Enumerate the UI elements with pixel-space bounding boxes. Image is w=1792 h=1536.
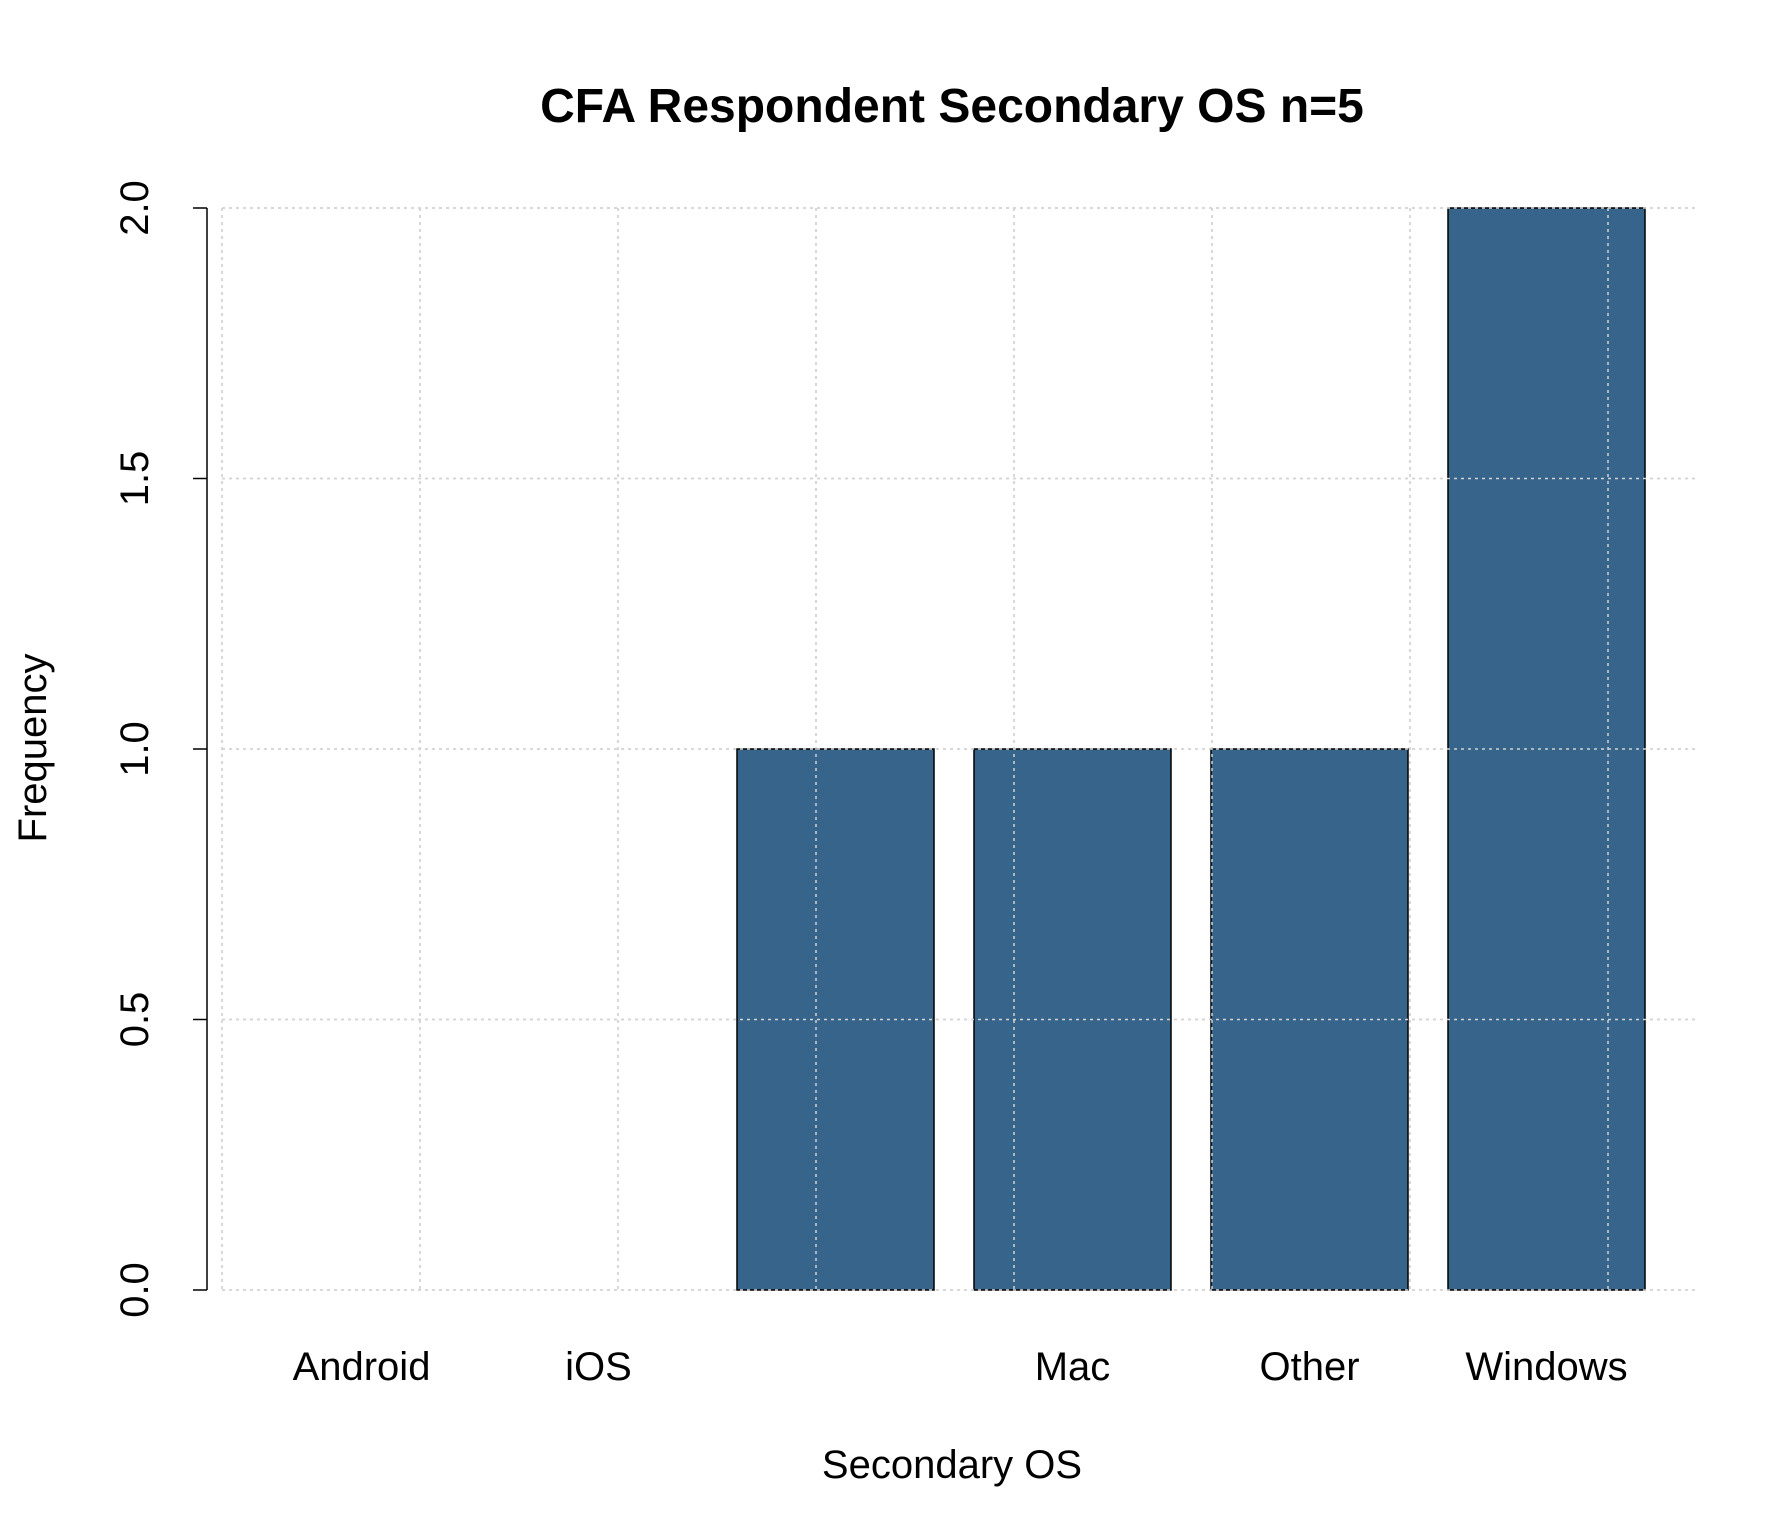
y-tick-label: 2.0 bbox=[113, 180, 157, 236]
x-tick-label: Android bbox=[293, 1345, 431, 1389]
y-tick-label: 1.0 bbox=[113, 721, 157, 777]
x-tick-labels: Android iOS Mac Other Windows bbox=[293, 1345, 1628, 1389]
chart-title: CFA Respondent Secondary OS n=5 bbox=[540, 80, 1364, 133]
y-tick-label: 0.0 bbox=[113, 1262, 157, 1318]
y-tick-label: 1.5 bbox=[113, 451, 157, 507]
x-axis-label: Secondary OS bbox=[822, 1443, 1082, 1487]
x-tick-label: Mac bbox=[1035, 1345, 1111, 1389]
bar-unlabeled bbox=[736, 748, 935, 1291]
y-axis-label: Frequency bbox=[11, 654, 55, 843]
x-tick-label: iOS bbox=[565, 1345, 632, 1389]
grid-overlay bbox=[221, 207, 1698, 1291]
y-tick-label: 0.5 bbox=[113, 992, 157, 1048]
y-axis: 0.0 0.5 1.0 1.5 2.0 bbox=[113, 180, 208, 1318]
x-tick-label: Windows bbox=[1465, 1345, 1627, 1389]
x-tick-label: Other bbox=[1259, 1345, 1359, 1389]
